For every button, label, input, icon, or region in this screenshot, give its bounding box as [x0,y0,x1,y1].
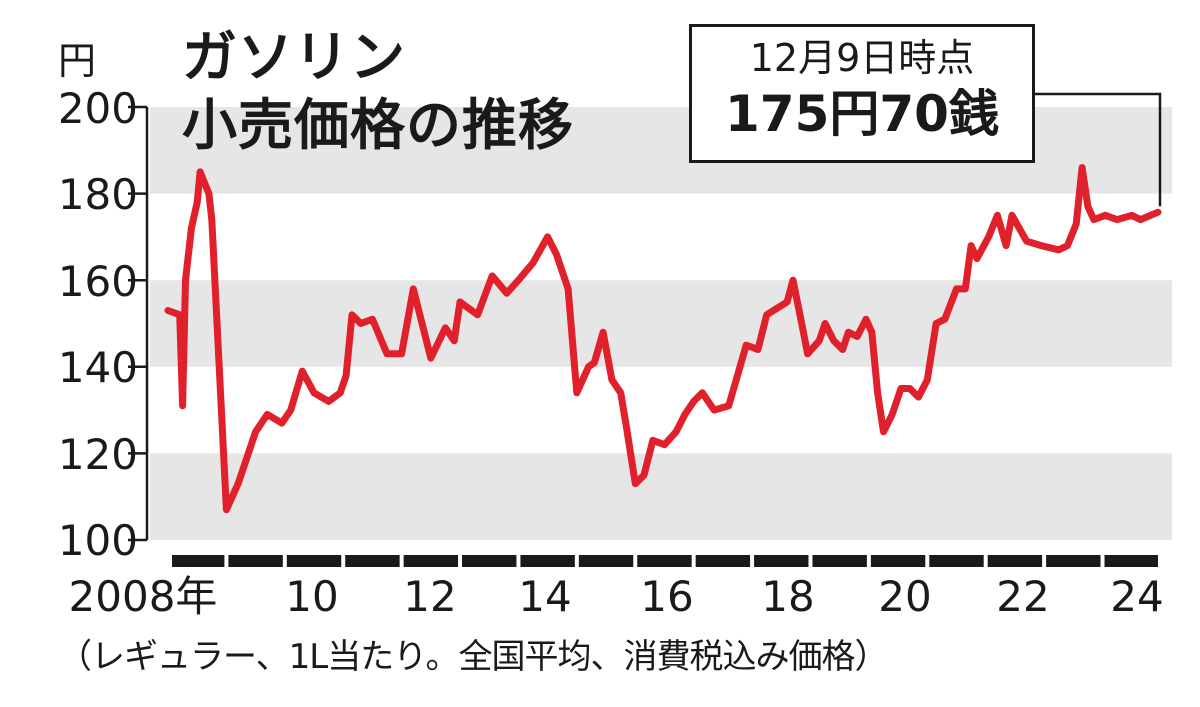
y-tick-160: 160 [57,257,138,306]
x-tick-10: 10 [285,572,339,621]
x-tick-24: 24 [1110,572,1164,621]
x-tick-18: 18 [761,572,815,621]
callout-value: 175円70銭 [725,85,999,143]
x-tick-14: 14 [518,572,572,621]
x-axis-year-bars [172,555,1158,567]
y-tick-140: 140 [57,343,138,392]
chart-title-line2: 小売価格の推移 [182,93,575,157]
latest-value-callout: 12月9日時点 175円70銭 [689,24,1035,163]
x-tick-16: 16 [640,572,694,621]
x-tick-20: 20 [878,572,932,621]
y-tick-120: 120 [57,430,138,479]
callout-leader-line [1035,92,1162,207]
x-tick-2008: 2008年 [68,572,218,621]
callout-date: 12月9日時点 [749,36,975,80]
chart-title-line1: ガソリン [182,25,407,89]
x-tick-12: 12 [403,572,457,621]
y-axis-unit: 円 [58,39,97,83]
footnote: （レギュラー、1L当たり。全国平均、消費税込み価格） [58,637,889,677]
background-bands [150,107,1172,540]
price-line [164,164,1162,514]
y-axis [128,105,149,542]
y-tick-200: 200 [57,84,138,133]
y-tick-100: 100 [57,516,138,565]
y-tick-180: 180 [57,170,138,219]
x-tick-22: 22 [996,572,1050,621]
